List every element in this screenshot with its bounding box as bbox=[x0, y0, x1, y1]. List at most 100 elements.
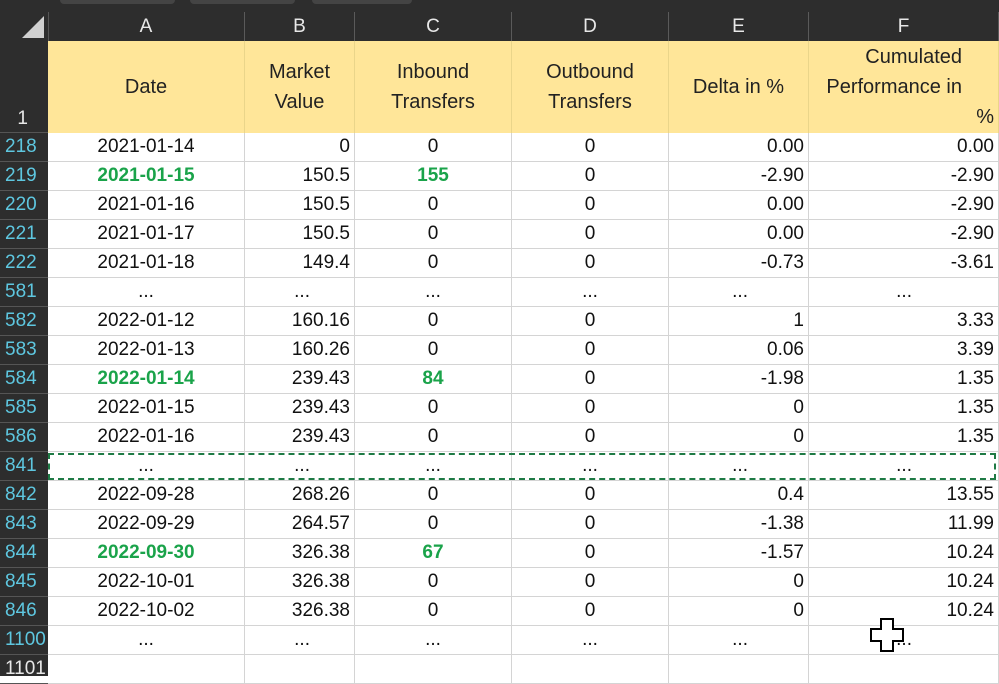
column-header-a[interactable]: A bbox=[48, 12, 245, 41]
row-header-1[interactable]: 1 bbox=[0, 41, 48, 133]
cell-c219[interactable]: 155 bbox=[355, 162, 512, 191]
cell-b581[interactable]: ... bbox=[245, 278, 355, 307]
cell-e843[interactable]: -1.38 bbox=[669, 510, 809, 539]
row-header-583[interactable]: 583 bbox=[0, 336, 48, 365]
cell-e582[interactable]: 1 bbox=[669, 307, 809, 336]
cell-f583[interactable]: 3.39 bbox=[809, 336, 999, 365]
cell-e586[interactable]: 0 bbox=[669, 423, 809, 452]
cell-e219[interactable]: -2.90 bbox=[669, 162, 809, 191]
header-cell-b[interactable]: Market Value bbox=[245, 41, 355, 133]
column-header-d[interactable]: D bbox=[512, 12, 669, 41]
cell-d586[interactable]: 0 bbox=[512, 423, 669, 452]
cell-f842[interactable]: 13.55 bbox=[809, 481, 999, 510]
cell-b582[interactable]: 160.16 bbox=[245, 307, 355, 336]
cell-f585[interactable]: 1.35 bbox=[809, 394, 999, 423]
cell-c218[interactable]: 0 bbox=[355, 133, 512, 162]
cell-c844[interactable]: 67 bbox=[355, 539, 512, 568]
row-header-582[interactable]: 582 bbox=[0, 307, 48, 336]
cell-a222[interactable]: 2021-01-18 bbox=[48, 249, 245, 278]
cell-d221[interactable]: 0 bbox=[512, 220, 669, 249]
row-header-1101[interactable]: 1101 bbox=[0, 655, 48, 684]
column-header-c[interactable]: C bbox=[355, 12, 512, 41]
cell-f1101[interactable] bbox=[809, 655, 999, 684]
cell-f846[interactable]: 10.24 bbox=[809, 597, 999, 626]
row-header-845[interactable]: 845 bbox=[0, 568, 48, 597]
cell-d220[interactable]: 0 bbox=[512, 191, 669, 220]
cell-b584[interactable]: 239.43 bbox=[245, 365, 355, 394]
cell-f219[interactable]: -2.90 bbox=[809, 162, 999, 191]
cell-f581[interactable]: ... bbox=[809, 278, 999, 307]
cell-b841[interactable]: ... bbox=[245, 452, 355, 481]
cell-c1101[interactable] bbox=[355, 655, 512, 684]
cell-d1101[interactable] bbox=[512, 655, 669, 684]
cell-b586[interactable]: 239.43 bbox=[245, 423, 355, 452]
row-header-843[interactable]: 843 bbox=[0, 510, 48, 539]
cell-e221[interactable]: 0.00 bbox=[669, 220, 809, 249]
cell-e585[interactable]: 0 bbox=[669, 394, 809, 423]
cell-a586[interactable]: 2022-01-16 bbox=[48, 423, 245, 452]
cell-c586[interactable]: 0 bbox=[355, 423, 512, 452]
cell-a843[interactable]: 2022-09-29 bbox=[48, 510, 245, 539]
cell-d845[interactable]: 0 bbox=[512, 568, 669, 597]
cell-b842[interactable]: 268.26 bbox=[245, 481, 355, 510]
row-header-841[interactable]: 841 bbox=[0, 452, 48, 481]
cell-d219[interactable]: 0 bbox=[512, 162, 669, 191]
cell-e581[interactable]: ... bbox=[669, 278, 809, 307]
cell-e846[interactable]: 0 bbox=[669, 597, 809, 626]
cell-d582[interactable]: 0 bbox=[512, 307, 669, 336]
cell-a845[interactable]: 2022-10-01 bbox=[48, 568, 245, 597]
cell-c1100[interactable]: ... bbox=[355, 626, 512, 655]
row-header-584[interactable]: 584 bbox=[0, 365, 48, 394]
column-header-f[interactable]: F bbox=[809, 12, 999, 41]
cell-b583[interactable]: 160.26 bbox=[245, 336, 355, 365]
header-cell-e[interactable]: Delta in % bbox=[669, 41, 809, 133]
row-header-220[interactable]: 220 bbox=[0, 191, 48, 220]
row-header-218[interactable]: 218 bbox=[0, 133, 48, 162]
cell-f845[interactable]: 10.24 bbox=[809, 568, 999, 597]
cell-e222[interactable]: -0.73 bbox=[669, 249, 809, 278]
cell-a846[interactable]: 2022-10-02 bbox=[48, 597, 245, 626]
cell-b220[interactable]: 150.5 bbox=[245, 191, 355, 220]
row-header-842[interactable]: 842 bbox=[0, 481, 48, 510]
cell-d585[interactable]: 0 bbox=[512, 394, 669, 423]
cell-a1100[interactable]: ... bbox=[48, 626, 245, 655]
cell-c841[interactable]: ... bbox=[355, 452, 512, 481]
cell-f582[interactable]: 3.33 bbox=[809, 307, 999, 336]
cell-c846[interactable]: 0 bbox=[355, 597, 512, 626]
cell-f841[interactable]: ... bbox=[809, 452, 999, 481]
cell-e583[interactable]: 0.06 bbox=[669, 336, 809, 365]
cell-b585[interactable]: 239.43 bbox=[245, 394, 355, 423]
cell-b843[interactable]: 264.57 bbox=[245, 510, 355, 539]
row-header-585[interactable]: 585 bbox=[0, 394, 48, 423]
row-header-846[interactable]: 846 bbox=[0, 597, 48, 626]
select-all-button[interactable] bbox=[0, 12, 49, 41]
header-cell-a[interactable]: Date bbox=[48, 41, 245, 133]
cell-d843[interactable]: 0 bbox=[512, 510, 669, 539]
cell-d842[interactable]: 0 bbox=[512, 481, 669, 510]
cell-a1101[interactable] bbox=[48, 655, 245, 684]
cell-d1100[interactable]: ... bbox=[512, 626, 669, 655]
header-cell-f[interactable]: Cumulated Performance in% bbox=[809, 41, 999, 133]
cell-a844[interactable]: 2022-09-30 bbox=[48, 539, 245, 568]
cell-a220[interactable]: 2021-01-16 bbox=[48, 191, 245, 220]
header-cell-c[interactable]: Inbound Transfers bbox=[355, 41, 512, 133]
cell-f221[interactable]: -2.90 bbox=[809, 220, 999, 249]
cell-a583[interactable]: 2022-01-13 bbox=[48, 336, 245, 365]
cell-c843[interactable]: 0 bbox=[355, 510, 512, 539]
header-cell-d[interactable]: Outbound Transfers bbox=[512, 41, 669, 133]
cell-c221[interactable]: 0 bbox=[355, 220, 512, 249]
cell-e842[interactable]: 0.4 bbox=[669, 481, 809, 510]
row-header-1100[interactable]: 1100 bbox=[0, 626, 48, 655]
cell-d584[interactable]: 0 bbox=[512, 365, 669, 394]
cell-a841[interactable]: ... bbox=[48, 452, 245, 481]
cell-b222[interactable]: 149.4 bbox=[245, 249, 355, 278]
cell-c581[interactable]: ... bbox=[355, 278, 512, 307]
cell-d581[interactable]: ... bbox=[512, 278, 669, 307]
spreadsheet-grid[interactable]: Date Market Value Inbound Transfers Outbound T… bbox=[48, 41, 999, 684]
cell-c842[interactable]: 0 bbox=[355, 481, 512, 510]
row-header-221[interactable]: 221 bbox=[0, 220, 48, 249]
cell-c585[interactable]: 0 bbox=[355, 394, 512, 423]
cell-b1101[interactable] bbox=[245, 655, 355, 684]
cell-e1101[interactable] bbox=[669, 655, 809, 684]
cell-c220[interactable]: 0 bbox=[355, 191, 512, 220]
